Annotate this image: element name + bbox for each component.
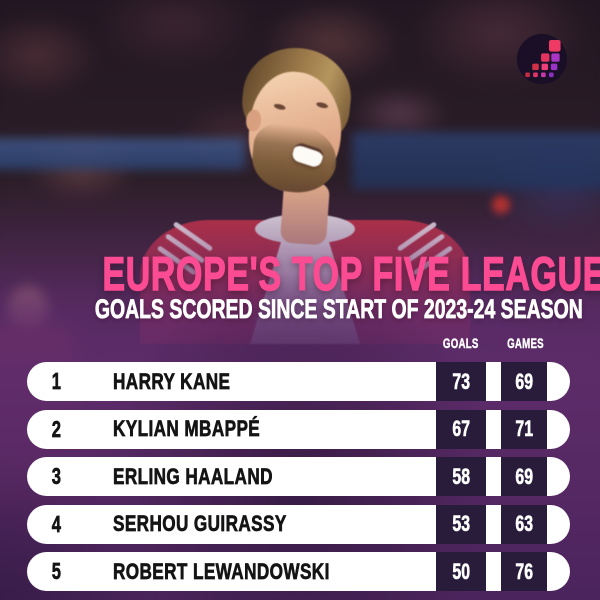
player-name: ROBERT LEWANDOWSKI xyxy=(113,558,330,584)
player-name: HARRY KANE xyxy=(113,368,231,394)
separator-bar xyxy=(486,504,501,544)
rank-label: 1 xyxy=(51,368,61,395)
table-row: 4 SERHOU GUIRASSY 53 63 xyxy=(27,504,570,544)
player-pill: 2 KYLIAN MBAPPÉ xyxy=(27,409,436,449)
player-name: ERLING HAALAND xyxy=(113,463,273,489)
separator-bar xyxy=(486,552,501,591)
rank-label: 3 xyxy=(51,463,61,490)
goals-value: 53 xyxy=(436,504,486,544)
rank-label: 2 xyxy=(51,415,61,442)
table-row: 1 HARRY KANE 73 69 xyxy=(27,362,570,401)
games-value: 63 xyxy=(501,504,547,544)
separator-bar xyxy=(486,457,501,496)
goals-value: 58 xyxy=(436,457,486,496)
rank-label: 5 xyxy=(51,558,61,585)
games-value: 71 xyxy=(501,409,547,449)
player-name: SERHOU GUIRASSY xyxy=(113,511,287,537)
games-value: 69 xyxy=(501,457,547,496)
table-row: 3 ERLING HAALAND 58 69 xyxy=(27,457,570,496)
rank-label: 4 xyxy=(51,510,61,537)
player-pill: 1 HARRY KANE xyxy=(27,362,436,401)
table-row: 2 KYLIAN MBAPPÉ 67 71 xyxy=(27,409,570,449)
player-pill: 4 SERHOU GUIRASSY xyxy=(27,504,436,544)
row-cap xyxy=(547,457,570,496)
logo-svg xyxy=(516,33,568,85)
headline-text: EUROPE'S TOP FIVE LEAGUES xyxy=(102,247,600,300)
table-row: 5 ROBERT LEWANDOWSKI 50 76 xyxy=(27,552,570,591)
goals-value: 50 xyxy=(436,552,486,591)
stats-blocks-logo-icon xyxy=(516,33,568,85)
subheadline-text: GOALS SCORED SINCE START OF 2023-24 SEAS… xyxy=(94,294,583,324)
stats-table: 1 HARRY KANE 73 69 2 KYLIAN MBAPPÉ 67 71… xyxy=(27,362,570,591)
column-header-games: GAMES xyxy=(507,336,545,351)
games-value: 76 xyxy=(501,552,547,591)
player-pill: 5 ROBERT LEWANDOWSKI xyxy=(27,552,436,591)
goals-value: 67 xyxy=(436,409,486,449)
row-cap xyxy=(547,552,570,591)
row-cap xyxy=(547,409,570,449)
player-name: KYLIAN MBAPPÉ xyxy=(113,416,261,442)
games-value: 69 xyxy=(501,362,547,401)
row-cap xyxy=(547,362,570,401)
player-pill: 3 ERLING HAALAND xyxy=(27,457,436,496)
column-header-goals: GOALS xyxy=(443,336,479,351)
row-cap xyxy=(547,504,570,544)
subheadline: GOALS SCORED SINCE START OF 2023-24 SEAS… xyxy=(0,294,600,324)
separator-bar xyxy=(486,409,501,449)
headline: EUROPE'S TOP FIVE LEAGUES xyxy=(0,247,600,300)
separator-bar xyxy=(486,362,501,401)
goals-value: 73 xyxy=(436,362,486,401)
